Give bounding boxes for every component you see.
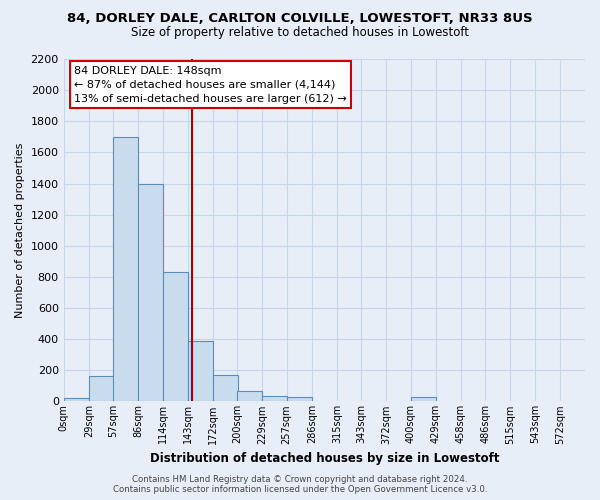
Bar [113,137,138,402]
Bar [262,396,287,402]
Bar [64,398,89,402]
Bar [213,375,238,402]
Text: Size of property relative to detached houses in Lowestoft: Size of property relative to detached ho… [131,26,469,39]
Text: 84 DORLEY DALE: 148sqm
← 87% of detached houses are smaller (4,144)
13% of semi-: 84 DORLEY DALE: 148sqm ← 87% of detached… [74,66,347,104]
Text: 84, DORLEY DALE, CARLTON COLVILLE, LOWESTOFT, NR33 8US: 84, DORLEY DALE, CARLTON COLVILLE, LOWES… [67,12,533,26]
Bar [163,272,188,402]
Bar [188,340,213,402]
Bar [237,392,262,402]
Y-axis label: Number of detached properties: Number of detached properties [15,142,25,318]
X-axis label: Distribution of detached houses by size in Lowestoft: Distribution of detached houses by size … [149,452,499,465]
Bar [410,398,436,402]
Bar [138,184,163,402]
Bar [287,396,312,402]
Bar [89,376,114,402]
Text: Contains HM Land Registry data © Crown copyright and database right 2024.
Contai: Contains HM Land Registry data © Crown c… [113,474,487,494]
